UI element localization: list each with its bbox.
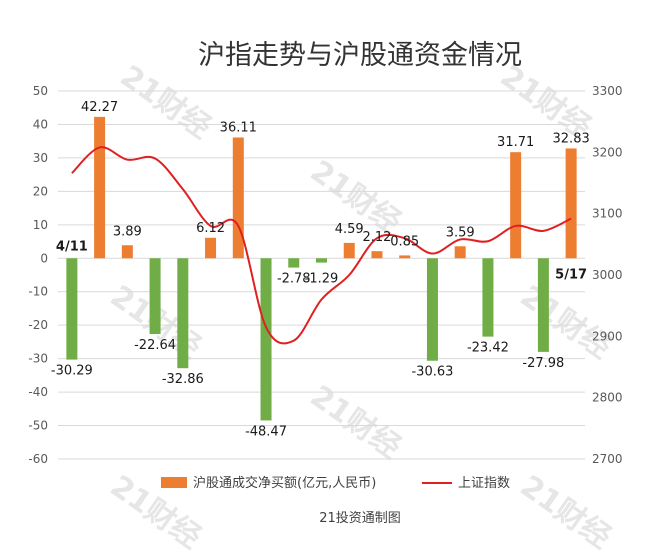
bar xyxy=(316,258,327,263)
left-tick-label: 10 xyxy=(33,218,48,232)
left-tick-label: 0 xyxy=(40,251,48,265)
bar xyxy=(343,242,355,259)
right-tick-label: 2700 xyxy=(592,452,623,466)
left-tick-label: 50 xyxy=(33,84,48,98)
bar-value-label: 42.27 xyxy=(81,100,118,115)
left-tick-label: -30 xyxy=(28,352,48,366)
start-date-label: 4/11 xyxy=(56,239,88,254)
bar-series xyxy=(66,116,577,421)
bar xyxy=(232,137,244,259)
index-line xyxy=(71,146,572,345)
left-tick-label: 30 xyxy=(33,151,48,165)
right-tick-label: 2900 xyxy=(592,329,623,343)
legend-bar-label: 沪股通成交净买额(亿元,人民币) xyxy=(193,475,376,491)
watermark: 21财经 xyxy=(104,469,207,556)
left-tick-label: 40 xyxy=(33,117,48,131)
bar-value-label: -2.78 xyxy=(277,271,311,286)
right-tick-label: 3200 xyxy=(592,145,623,159)
left-tick-label: -50 xyxy=(28,419,48,433)
bar xyxy=(510,152,522,259)
bar xyxy=(399,255,411,259)
left-tick-label: -60 xyxy=(28,452,48,466)
bar xyxy=(121,245,133,259)
bar xyxy=(482,258,494,337)
bar xyxy=(260,258,272,421)
bar xyxy=(94,116,106,259)
bar xyxy=(426,258,438,361)
bar-value-label: 2.12 xyxy=(362,230,391,245)
left-tick-label: -10 xyxy=(28,285,48,299)
right-tick-label: 2800 xyxy=(592,391,623,405)
legend: 沪股通成交净买额(亿元,人民币) 上证指数 xyxy=(161,475,510,491)
data-labels: -30.29 42.27 3.89 -22.64 -32.86 6.12 36.11 -48.… xyxy=(51,100,590,440)
bar-value-label: 0.85 xyxy=(390,234,419,249)
right-tick-label: 3100 xyxy=(592,207,623,221)
bar-value-label: -32.86 xyxy=(162,372,204,387)
bar-value-label: -23.42 xyxy=(467,341,509,356)
legend-line-label: 上证指数 xyxy=(458,476,510,491)
bar xyxy=(149,258,161,335)
bar-value-label: -48.47 xyxy=(245,424,287,439)
legend-bar-swatch xyxy=(161,477,187,488)
bar-value-label: -30.63 xyxy=(411,365,453,380)
bar-value-label: 36.11 xyxy=(220,120,257,135)
bar xyxy=(177,258,189,369)
bar xyxy=(371,251,383,259)
bar-value-label: 31.71 xyxy=(497,135,534,150)
right-tick-label: 3000 xyxy=(592,268,623,282)
bar-value-label: 32.83 xyxy=(553,131,590,146)
bar-value-label: 3.59 xyxy=(446,225,475,240)
watermark: 21财经 xyxy=(114,59,217,146)
left-tick-label: -20 xyxy=(28,318,48,332)
bar-value-label: -1.29 xyxy=(305,271,339,286)
bar xyxy=(454,246,466,259)
bar xyxy=(66,258,78,360)
bar-value-label: -30.29 xyxy=(51,364,93,379)
bar xyxy=(288,258,300,268)
chart-title: 沪指走势与沪股通资金情况 xyxy=(198,40,522,71)
left-tick-label: 20 xyxy=(33,184,48,198)
bar-value-label: 6.12 xyxy=(196,221,225,236)
bar xyxy=(565,148,577,259)
bar-value-label: -27.98 xyxy=(522,356,564,371)
bar xyxy=(205,237,217,259)
bar-value-label: -22.64 xyxy=(134,338,176,353)
right-axis: 3300 3200 3100 3000 2900 2800 2700 xyxy=(592,84,623,466)
left-axis: 50 40 30 20 10 0 -10 -20 -30 -40 -50 -60 xyxy=(28,84,48,466)
bar-value-label: 4.59 xyxy=(335,222,364,237)
watermark: 21财经 xyxy=(514,469,617,556)
end-date-label: 5/17 xyxy=(555,267,587,282)
left-tick-label: -40 xyxy=(28,385,48,399)
right-tick-label: 3300 xyxy=(592,84,623,98)
source-note: 21投资通制图 xyxy=(319,510,401,526)
bar xyxy=(537,258,549,352)
bar-value-label: 3.89 xyxy=(113,224,142,239)
